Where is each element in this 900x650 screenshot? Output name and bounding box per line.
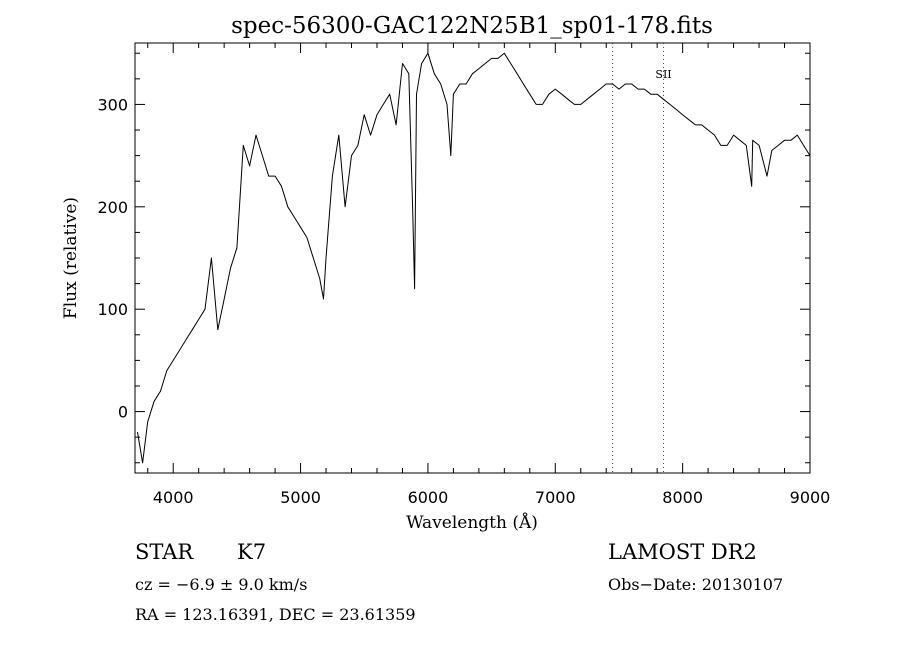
survey-label: LAMOST DR2 bbox=[608, 540, 757, 564]
x-tick-label: 7000 bbox=[535, 488, 576, 507]
x-axis-label: Wavelength (Å) bbox=[406, 512, 538, 533]
y-tick-label: 100 bbox=[97, 300, 128, 319]
plot-frame bbox=[134, 42, 811, 474]
x-tick-label: 5000 bbox=[280, 488, 321, 507]
chart-title: spec-56300-GAC122N25B1_sp01-178.fits bbox=[231, 13, 713, 39]
y-tick-label: 300 bbox=[97, 95, 128, 114]
spectral-subclass: K7 bbox=[237, 540, 267, 564]
x-tick-label: 9000 bbox=[790, 488, 831, 507]
x-tick-label: 6000 bbox=[408, 488, 449, 507]
x-tick-label: 4000 bbox=[153, 488, 194, 507]
cz-value: cz = −6.9 ± 9.0 km/s bbox=[135, 575, 308, 594]
y-tick-label: 0 bbox=[118, 403, 128, 422]
line-marker-label: SII bbox=[655, 68, 671, 81]
x-tick-label: 8000 bbox=[662, 488, 703, 507]
obs-date: Obs−Date: 20130107 bbox=[608, 575, 784, 594]
spectrum-line bbox=[137, 52, 811, 464]
object-class: STAR bbox=[135, 540, 194, 564]
coordinates: RA = 123.16391, DEC = 23.61359 bbox=[135, 605, 416, 624]
y-tick-label: 200 bbox=[97, 198, 128, 217]
y-axis-label: Flux (relative) bbox=[61, 197, 81, 319]
